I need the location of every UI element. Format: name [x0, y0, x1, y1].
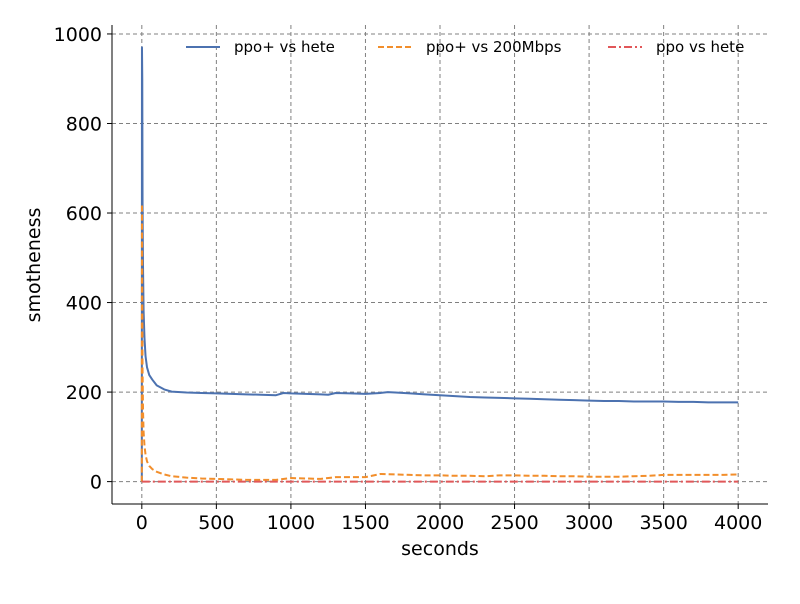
x-tick-label: 3000	[565, 512, 613, 534]
y-tick-label: 0	[90, 472, 102, 494]
series-line	[140, 203, 739, 482]
x-tick-label: 1500	[341, 512, 389, 534]
x-axis-label: seconds	[401, 538, 479, 560]
legend-label: ppo+ vs 200Mbps	[426, 38, 562, 56]
x-tick-label: 2500	[490, 512, 538, 534]
y-tick-label: 400	[66, 293, 102, 315]
ticks: 0 500 1000 1500 2000 2500 3000 3500 4000 0 200 400 6…	[54, 24, 763, 534]
x-tick-label: 3500	[639, 512, 687, 534]
legend: ppo+ vs hete ppo+ vs 200Mbps ppo vs hete	[186, 38, 744, 56]
x-tick-label: 500	[198, 512, 234, 534]
y-tick-label: 200	[66, 382, 102, 404]
x-tick-label: 4000	[714, 512, 762, 534]
y-axis-label: smotheness	[23, 208, 45, 323]
x-tick-label: 0	[136, 512, 148, 534]
series-line	[140, 46, 739, 482]
x-tick-label: 1000	[267, 512, 315, 534]
x-tick-label: 2000	[416, 512, 464, 534]
legend-label: ppo vs hete	[656, 38, 744, 56]
y-tick-label: 1000	[54, 24, 102, 46]
y-tick-label: 800	[66, 113, 102, 135]
y-tick-label: 600	[66, 203, 102, 225]
series-layer	[140, 46, 739, 483]
grid	[112, 25, 768, 504]
legend-label: ppo+ vs hete	[234, 38, 335, 56]
